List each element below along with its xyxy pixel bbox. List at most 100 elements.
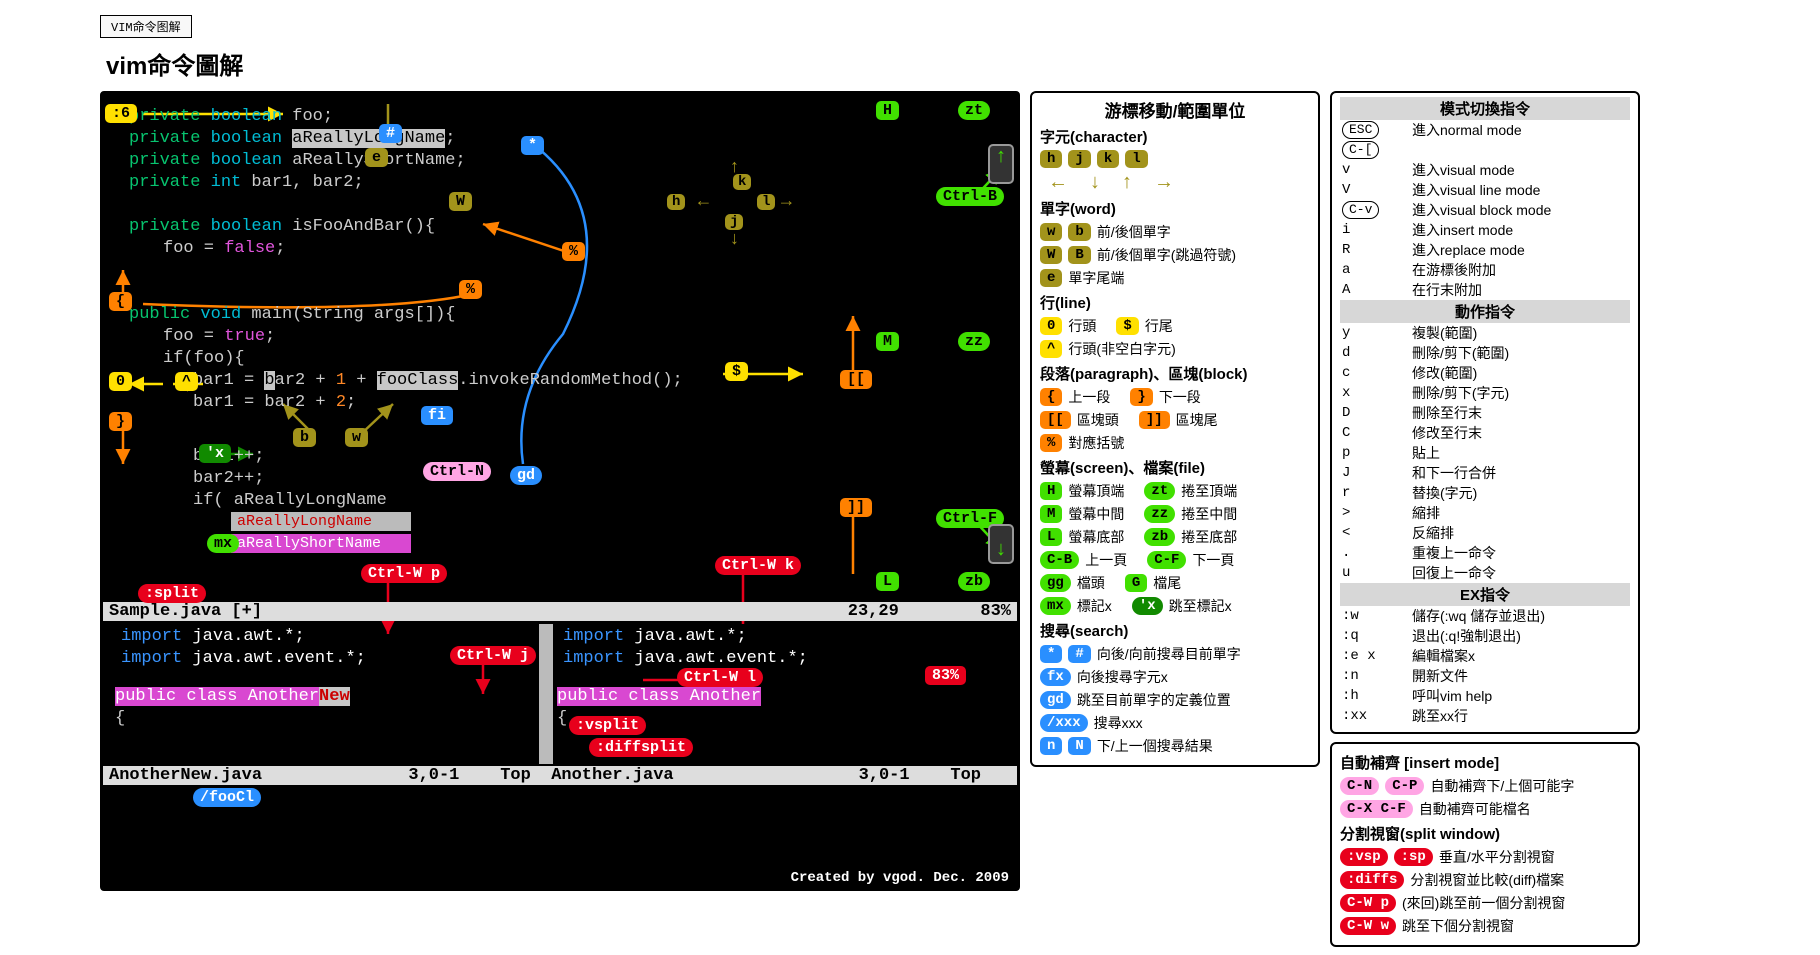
code-line: { — [557, 708, 567, 730]
key-pill: k — [1097, 150, 1119, 168]
cmd-desc: 修改(範圍) — [1410, 363, 1630, 383]
editor-diagram: private boolean foo;private boolean aRea… — [100, 91, 1020, 891]
cmd-desc: 回復上一命令 — [1410, 563, 1630, 583]
key-row: hjkl — [1040, 150, 1310, 168]
section-header: 單字(word) — [1040, 198, 1310, 219]
key-desc: 下/上一個搜尋結果 — [1097, 736, 1213, 756]
key-pill: :vsplit — [569, 716, 646, 735]
tab-label: VIM命令图解 — [100, 15, 192, 38]
cmd-desc: 反縮排 — [1410, 523, 1630, 543]
cmd-desc: 和下一行合併 — [1410, 463, 1630, 483]
key-pill: [[ — [1040, 411, 1071, 429]
key-pill: Ctrl-W p — [361, 564, 447, 583]
key-pill: L — [876, 572, 899, 591]
cmd-desc: 在行末附加 — [1410, 280, 1630, 300]
code-line: import java.awt.*; — [563, 626, 747, 648]
key-pill: [[ — [840, 370, 872, 389]
key-pill: G — [1125, 574, 1147, 592]
panel-movement: 游標移動/範圍單位字元(character)hjkl←↓↑→單字(word)wb… — [1030, 91, 1320, 767]
cmd-desc: 跳至xx行 — [1410, 706, 1630, 726]
key-desc: 分割視窗並比較(diff)檔案 — [1410, 870, 1564, 890]
cmd-key: d — [1340, 343, 1410, 363]
cmd-desc: 呼叫vim help — [1410, 686, 1630, 706]
key-desc: 區塊頭 — [1077, 410, 1119, 430]
cmd-desc: 進入visual mode — [1410, 160, 1630, 180]
cmd-key: A — [1340, 280, 1410, 300]
key-desc: 向後/向前搜尋目前單字 — [1097, 644, 1241, 664]
key-pill: j — [1068, 150, 1090, 168]
code-line: import java.awt.event.*; — [563, 648, 808, 670]
cmd-key: i — [1340, 220, 1410, 240]
arrow-icon: ↑ — [1114, 171, 1140, 194]
key-pill: zz — [958, 332, 990, 351]
arrow: ↓ — [729, 230, 740, 250]
cmd-desc: 編輯檔案x — [1410, 646, 1630, 666]
cmd-desc: 進入normal mode — [1410, 120, 1630, 160]
scroll-indicator: ↑ — [988, 144, 1014, 184]
cmd-key: < — [1340, 523, 1410, 543]
key-row: %對應括號 — [1040, 433, 1310, 453]
key-pill: /xxx — [1040, 714, 1088, 732]
key-pill: Ctrl-W l — [677, 668, 763, 687]
key-pill: H — [876, 101, 899, 120]
cmd-key: ESCC-[ — [1340, 120, 1410, 160]
code-line: foo = true; — [163, 326, 275, 348]
key-desc: 下一段 — [1159, 387, 1201, 407]
code-line: public class Another — [557, 686, 761, 708]
key-pill: C-B — [1040, 551, 1079, 569]
key-pill: } — [1130, 388, 1152, 406]
key-pill: Ctrl-W k — [715, 556, 801, 575]
key-row: :vsp:sp垂直/水平分割視窗 — [1340, 847, 1630, 867]
code-line: private boolean aReallyShortName; — [129, 150, 466, 172]
key-desc: 上一段 — [1068, 387, 1110, 407]
key-pill: N — [1068, 737, 1090, 755]
cmd-desc: 進入replace mode — [1410, 240, 1630, 260]
key-box: ESC — [1342, 121, 1379, 139]
key-pill: C-W w — [1340, 917, 1396, 935]
cmd-key: p — [1340, 443, 1410, 463]
cmd-key: V — [1340, 180, 1410, 200]
scroll-indicator: ↓ — [988, 524, 1014, 564]
cmd-desc: 刪除至行末 — [1410, 403, 1630, 423]
section-header: EX指令 — [1340, 583, 1630, 606]
cmd-desc: 進入visual block mode — [1410, 200, 1630, 220]
key-pill: % — [459, 280, 482, 299]
code-line: private boolean isFooAndBar(){ — [129, 216, 435, 238]
key-pill: # — [1068, 645, 1090, 663]
cmd-key: R — [1340, 240, 1410, 260]
key-desc: 捲至中間 — [1181, 504, 1237, 524]
key-pill: h — [667, 194, 685, 210]
cmd-desc: 進入visual line mode — [1410, 180, 1630, 200]
key-pill: C-W p — [1340, 894, 1396, 912]
key-pill: e — [365, 148, 388, 167]
cmd-desc: 儲存(:wq 儲存並退出) — [1410, 606, 1630, 626]
cmd-desc: 貼上 — [1410, 443, 1630, 463]
cmd-key: :q — [1340, 626, 1410, 646]
code-line: if( aReallyLongName — [193, 490, 387, 512]
key-desc: 行頭(非空白字元) — [1068, 339, 1175, 359]
status-bar: AnotherNew.java3,0-1 Top Another.java3,0… — [103, 766, 1017, 785]
key-pill: fx — [1040, 668, 1071, 686]
key-desc: 跳至下個分割視窗 — [1402, 916, 1514, 936]
key-pill: mx — [1040, 597, 1071, 615]
section-header: 字元(character) — [1040, 126, 1310, 147]
key-pill: l — [1125, 150, 1147, 168]
key-pill: 0 — [1040, 317, 1062, 335]
key-pill: % — [562, 242, 585, 261]
cmd-desc: 重複上一命令 — [1410, 543, 1630, 563]
cmd-key: :w — [1340, 606, 1410, 626]
key-row: {上一段}下一段 — [1040, 387, 1310, 407]
key-row: gg檔頭G檔尾 — [1040, 573, 1310, 593]
key-pill: ]] — [1139, 411, 1170, 429]
key-pill: ^ — [1040, 340, 1062, 358]
key-pill: % — [1040, 434, 1062, 452]
cmd-key: x — [1340, 383, 1410, 403]
key-row: wb前/後個單字 — [1040, 222, 1310, 242]
key-pill: gd — [510, 466, 542, 485]
key-pill: gd — [1040, 691, 1071, 709]
key-row: gd跳至目前單字的定義位置 — [1040, 690, 1310, 710]
key-pill: :split — [138, 584, 206, 603]
key-desc: 捲至頂端 — [1181, 481, 1237, 501]
key-pill: w — [345, 428, 368, 447]
key-row: C-W p(來回)跳至前一個分割視窗 — [1340, 893, 1630, 913]
